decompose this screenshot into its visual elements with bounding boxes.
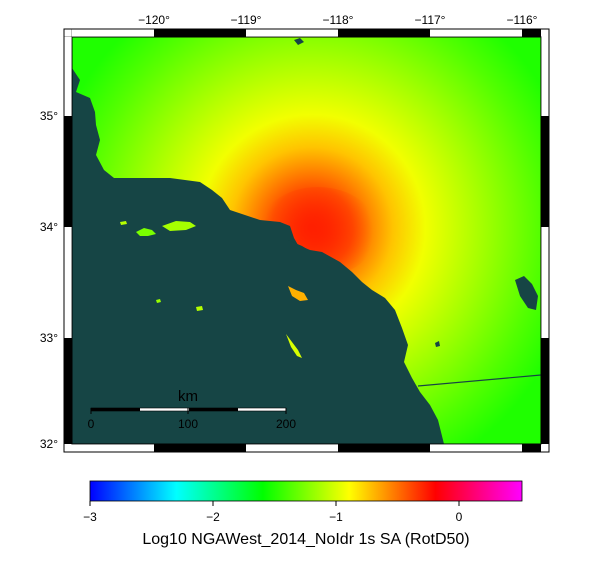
- island-anacapa: [120, 221, 127, 225]
- palos-verdes: [288, 240, 312, 258]
- island-santa-rosa-cruz: [162, 221, 196, 231]
- scale-bar-label: 200: [276, 417, 296, 431]
- colorbar-tick-label: −2: [206, 510, 220, 524]
- border-line: [417, 374, 541, 387]
- lon-tick-label: −119°: [231, 13, 262, 27]
- lake-small: [435, 341, 440, 347]
- colorbar-tick-label: −3: [83, 510, 97, 524]
- colorbar: −3 −2 −1 0 Log10 NGAWest_2014_NoIdr 1s S…: [83, 480, 523, 548]
- island-santa-catalina: [288, 286, 308, 301]
- lake-north: [294, 38, 304, 45]
- colorbar-tick-label: 0: [456, 510, 463, 524]
- map-frame: [63, 28, 550, 453]
- scale-bar-label: 100: [178, 417, 198, 431]
- island-san-nicolas: [156, 299, 161, 303]
- scale-bar-title: km: [178, 388, 198, 405]
- ocean: [72, 68, 444, 444]
- colorbar-title: Log10 NGAWest_2014_NoIdr 1s SA (RotD50): [142, 531, 469, 548]
- island-san-miguel: [136, 228, 156, 236]
- colorbar-tick-label: −1: [329, 510, 343, 524]
- island-san-clemente: [286, 334, 302, 358]
- scale-bar-label: 0: [88, 417, 95, 431]
- lon-tick-label: −117°: [415, 13, 446, 27]
- scale-bar: km 0 100 200: [88, 388, 297, 431]
- lat-tick-label: 35°: [40, 109, 58, 123]
- lon-tick-label: −120°: [138, 13, 170, 27]
- island-santa-barbara: [196, 306, 203, 311]
- colorbar-gradient: [89, 480, 523, 502]
- lat-tick-label: 32°: [40, 437, 58, 451]
- lat-tick-label: 34°: [40, 220, 58, 234]
- salton-sea: [515, 276, 538, 310]
- map-area: [72, 37, 541, 444]
- lon-tick-label: −116°: [507, 13, 538, 27]
- lon-tick-label: −118°: [323, 13, 354, 27]
- lat-tick-label: 33°: [40, 331, 58, 345]
